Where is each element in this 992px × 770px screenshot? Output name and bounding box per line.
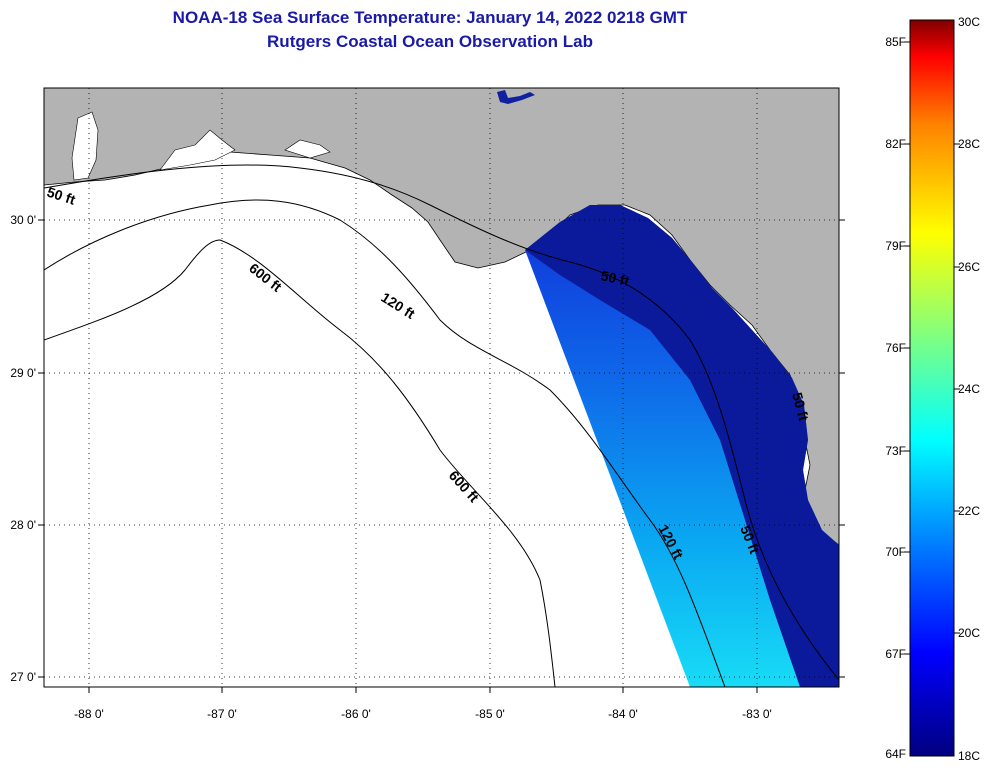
lake	[497, 90, 535, 104]
contour-label: 50 ft	[789, 391, 812, 423]
colorbar-ticks	[904, 41, 960, 655]
contour-50ft	[44, 164, 839, 681]
longitude-label: -87 0'	[207, 707, 237, 721]
bay-inlet	[159, 129, 236, 171]
bay-inlet	[284, 139, 331, 159]
map-subtitle: Rutgers Coastal Ocean Observation Lab	[267, 32, 593, 51]
bay-inlet	[71, 111, 99, 181]
colorbar-label-c: 26C	[958, 260, 980, 274]
colorbar-label-f: 64F	[885, 747, 906, 761]
contour-600ft	[44, 239, 556, 687]
latitude-label: 28 0'	[10, 518, 36, 532]
contour-120ft	[44, 199, 726, 687]
colorbar-celsius-labels: 30C 28C 26C 24C 22C 20C 18C	[958, 15, 980, 763]
longitude-label: -88 0'	[74, 707, 104, 721]
colorbar-label-f: 67F	[885, 647, 906, 661]
colorbar-label-c: 24C	[958, 382, 980, 396]
longitude-label: -83 0'	[742, 707, 772, 721]
latitude-label: 27 0'	[10, 670, 36, 684]
colorbar-label-f: 82F	[885, 137, 906, 151]
colorbar-label-c: 20C	[958, 626, 980, 640]
longitude-label: -84 0'	[608, 707, 638, 721]
colorbar-label-c: 30C	[958, 15, 980, 29]
map-title: NOAA-18 Sea Surface Temperature: January…	[172, 8, 688, 27]
longitude-labels: -88 0' -87 0' -86 0' -85 0' -84 0' -83 0…	[74, 707, 772, 721]
colorbar-label-f: 79F	[885, 239, 906, 253]
longitude-label: -86 0'	[341, 707, 371, 721]
colorbar-fahrenheit-labels: 85F 82F 79F 76F 73F 70F 67F 64F	[885, 35, 906, 761]
colorbar-label-f: 76F	[885, 341, 906, 355]
colorbar-label-f: 85F	[885, 35, 906, 49]
map-frame	[43, 87, 840, 688]
contour-label: 50 ft	[599, 267, 631, 289]
sst-nearshore-band	[525, 205, 839, 687]
colorbar	[909, 19, 955, 757]
colorbar-label-c: 28C	[958, 137, 980, 151]
colorbar-label-f: 70F	[885, 545, 906, 559]
longitude-label: -85 0'	[475, 707, 505, 721]
latitude-label: 29 0'	[10, 366, 36, 380]
colorbar-label-c: 22C	[958, 504, 980, 518]
colorbar-label-f: 73F	[885, 444, 906, 458]
latitude-labels: 30 0' 29 0' 28 0' 27 0'	[10, 213, 36, 684]
latitude-label: 30 0'	[10, 213, 36, 227]
axis-ticks	[38, 219, 845, 693]
colorbar-label-c: 18C	[958, 749, 980, 763]
